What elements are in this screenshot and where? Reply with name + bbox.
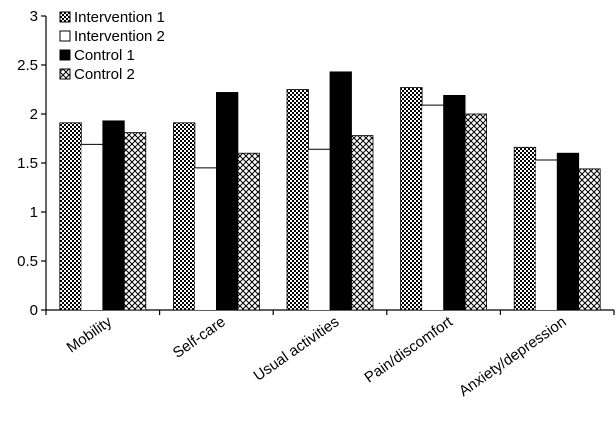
y-tick-label: 1.5: [17, 155, 38, 172]
bar: [535, 160, 558, 310]
legend-label: Intervention 2: [74, 28, 165, 45]
bar: [81, 144, 103, 310]
y-tick-label: 2.5: [17, 57, 38, 74]
bar: [351, 135, 374, 311]
bar: [215, 92, 239, 311]
bars: [59, 71, 601, 311]
y-tick-label: 0: [30, 302, 38, 319]
bar: [578, 168, 601, 311]
x-category-label: Self-care: [170, 313, 229, 361]
x-category-label: Pain/discomfort: [361, 313, 456, 387]
legend-swatch: [59, 11, 71, 23]
x-category-label: Usual activities: [251, 313, 343, 384]
y-tick-label: 1: [30, 204, 38, 221]
x-category-label: Anxiety/depression: [456, 313, 570, 400]
bar: [556, 152, 580, 311]
legend-swatch: [59, 49, 71, 61]
y-tick-label: 0.5: [17, 253, 38, 270]
bar: [286, 89, 309, 311]
legend-label: Control 1: [74, 47, 135, 64]
bar: [194, 167, 217, 310]
x-category-label: Mobility: [64, 313, 116, 356]
bar: [400, 87, 423, 311]
bar: [237, 152, 260, 311]
bar: [59, 122, 82, 311]
y-tick-label: 3: [30, 8, 38, 25]
bar: [422, 105, 444, 311]
legend-label: Intervention 1: [74, 9, 165, 26]
bar: [308, 149, 330, 310]
bar: [172, 122, 196, 311]
bar: [102, 120, 125, 311]
bar: [443, 94, 466, 311]
bar: [329, 71, 352, 311]
bar: [123, 132, 147, 311]
legend-swatch: [59, 30, 71, 42]
legend-swatch: [59, 68, 71, 80]
bar: [464, 113, 488, 311]
legend-label: Control 2: [74, 66, 135, 83]
legend: Intervention 1 Intervention 2 Control 1 Con…: [59, 9, 165, 83]
bar: [513, 146, 537, 311]
y-tick-label: 2: [30, 106, 38, 123]
